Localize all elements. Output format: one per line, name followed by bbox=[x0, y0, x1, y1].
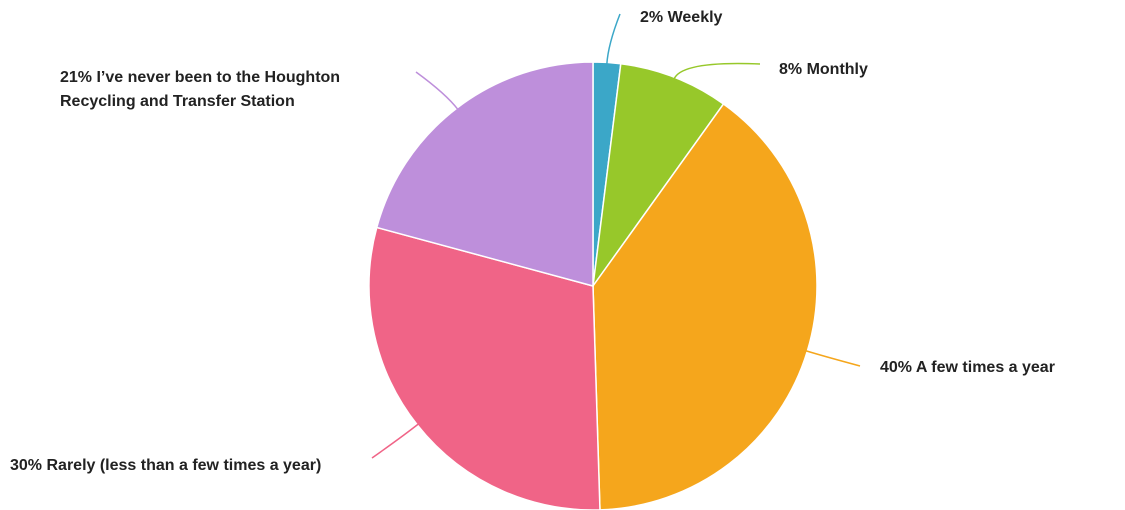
value-label: 21% bbox=[60, 69, 93, 86]
category-label: Monthly bbox=[806, 61, 868, 78]
leader-line bbox=[805, 349, 861, 367]
slice-label: 40% A few times a year bbox=[880, 356, 1120, 380]
category-label: I’ve never been to the Houghton Recyclin… bbox=[60, 69, 341, 110]
leader-line bbox=[371, 423, 420, 459]
slice-label: 30% Rarely (less than a few times a year… bbox=[10, 454, 370, 478]
category-label: A few times a year bbox=[915, 359, 1055, 376]
value-label: 40% bbox=[880, 359, 913, 376]
category-label: Rarely (less than a few times a year) bbox=[46, 457, 322, 474]
slice-label: 21% I’ve never been to the Houghton Recy… bbox=[60, 66, 360, 114]
slice-label: 8% Monthly bbox=[779, 58, 979, 82]
category-label: Weekly bbox=[667, 9, 723, 26]
leader-line bbox=[673, 62, 761, 80]
value-label: 30% bbox=[10, 457, 43, 474]
leader-line bbox=[415, 71, 459, 111]
slice-label: 2% Weekly bbox=[640, 6, 840, 30]
value-label: 8% bbox=[779, 61, 803, 78]
value-label: 2% bbox=[640, 9, 664, 26]
leader-line bbox=[606, 13, 621, 65]
